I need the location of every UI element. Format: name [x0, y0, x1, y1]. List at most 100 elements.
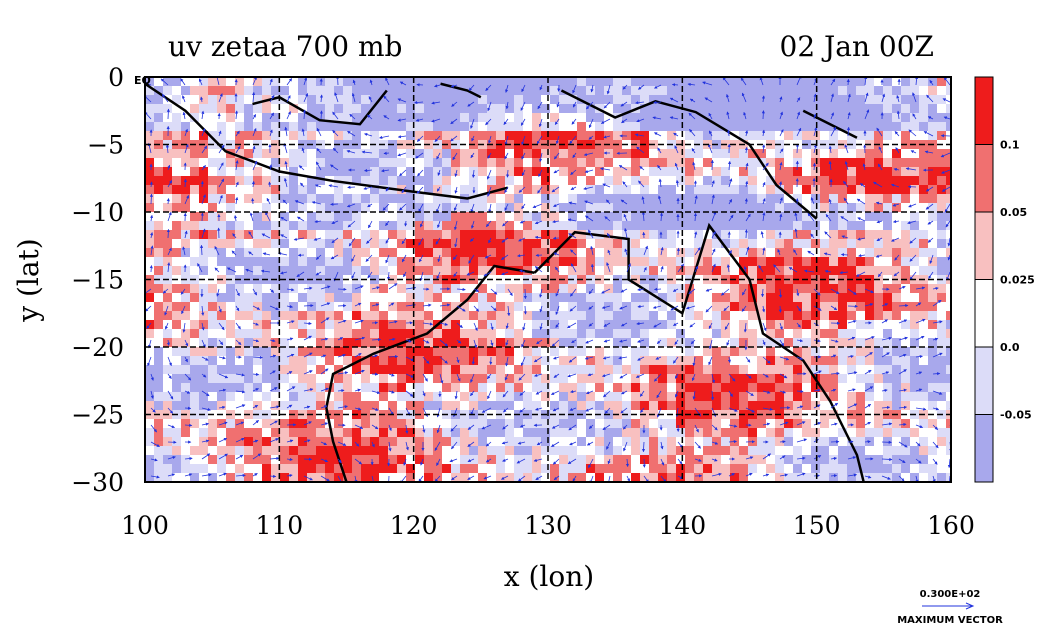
- field-cell: [937, 365, 947, 375]
- field-cell: [676, 464, 686, 474]
- wind-vector: [320, 285, 331, 290]
- field-cell: [307, 365, 317, 375]
- field-cell: [262, 446, 272, 456]
- field-cell: [874, 338, 884, 348]
- field-cell: [640, 428, 650, 438]
- field-cell: [361, 320, 371, 330]
- field-cell: [919, 392, 929, 402]
- field-cell: [235, 212, 245, 222]
- field-cell: [622, 356, 632, 366]
- field-cell: [496, 131, 506, 141]
- field-cell: [424, 104, 434, 114]
- field-cell: [559, 374, 569, 384]
- field-cell: [451, 365, 461, 375]
- field-cell: [190, 230, 200, 240]
- field-cell: [478, 302, 488, 312]
- field-cell: [487, 167, 497, 177]
- field-cell: [874, 365, 884, 375]
- field-cell: [892, 266, 902, 276]
- field-cell: [550, 437, 560, 447]
- field-cell: [892, 320, 902, 330]
- wind-vector: [912, 113, 917, 120]
- field-cell: [919, 185, 929, 195]
- field-cell: [226, 77, 236, 87]
- field-cell: [640, 365, 650, 375]
- field-cell: [469, 302, 479, 312]
- wind-vector: [150, 390, 154, 399]
- wind-vector: [439, 322, 449, 326]
- field-cell: [190, 221, 200, 231]
- field-cell: [568, 455, 578, 465]
- field-cell: [478, 194, 488, 204]
- field-cell: [919, 455, 929, 465]
- field-cell: [208, 311, 218, 321]
- field-cell: [676, 437, 686, 447]
- wind-vector: [218, 322, 225, 331]
- field-cell: [829, 293, 839, 303]
- field-cell: [937, 302, 947, 312]
- field-cell: [577, 194, 587, 204]
- field-cell: [568, 203, 578, 213]
- field-cell: [460, 437, 470, 447]
- wind-vector: [947, 237, 951, 247]
- field-cell: [154, 428, 164, 438]
- field-cell: [748, 176, 758, 186]
- field-cell: [442, 329, 452, 339]
- wind-vector: [601, 305, 611, 309]
- field-cell: [154, 257, 164, 267]
- wind-vector: [184, 230, 188, 239]
- field-cell: [766, 113, 776, 123]
- field-cell: [568, 464, 578, 474]
- field-cell: [568, 428, 578, 438]
- field-cell: [172, 473, 182, 482]
- field-cell: [280, 383, 290, 393]
- field-cell: [703, 320, 713, 330]
- field-cell: [298, 392, 308, 402]
- field-cell: [685, 149, 695, 159]
- field-cell: [856, 428, 866, 438]
- field-cell: [712, 374, 722, 384]
- field-cell: [424, 437, 434, 447]
- wind-vector: [553, 373, 560, 378]
- field-cell: [631, 77, 641, 87]
- field-cell: [766, 320, 776, 330]
- wind-vector: [518, 373, 526, 381]
- wind-vector: [601, 373, 611, 378]
- field-cell: [370, 437, 380, 447]
- field-cell: [316, 77, 326, 87]
- field-cell: [442, 95, 452, 105]
- field-cell: [721, 302, 731, 312]
- field-cell: [154, 167, 164, 177]
- field-cell: [334, 338, 344, 348]
- field-cell: [190, 131, 200, 141]
- field-cell: [217, 293, 227, 303]
- wind-vector: [488, 203, 492, 213]
- wind-vector: [555, 288, 560, 297]
- field-cell: [550, 455, 560, 465]
- field-cell: [730, 320, 740, 330]
- field-cell: [334, 446, 344, 456]
- field-cell: [910, 122, 920, 132]
- field-cell: [730, 86, 740, 96]
- field-cell: [757, 383, 767, 393]
- field-cell: [343, 455, 353, 465]
- field-cell: [379, 203, 389, 213]
- field-cell: [613, 473, 623, 482]
- field-cell: [946, 455, 951, 465]
- field-cell: [352, 392, 362, 402]
- field-cell: [505, 338, 515, 348]
- field-cell: [640, 257, 650, 267]
- wind-vector: [653, 100, 662, 105]
- field-cell: [595, 239, 605, 249]
- field-cell: [946, 401, 951, 411]
- field-cell: [748, 464, 758, 474]
- field-cell: [424, 203, 434, 213]
- field-cell: [451, 185, 461, 195]
- field-cell: [910, 212, 920, 222]
- field-cell: [208, 302, 218, 312]
- field-cell: [928, 185, 938, 195]
- field-cell: [433, 284, 443, 294]
- wind-vector: [840, 253, 849, 257]
- field-cell: [883, 221, 893, 231]
- field-cell: [442, 401, 452, 411]
